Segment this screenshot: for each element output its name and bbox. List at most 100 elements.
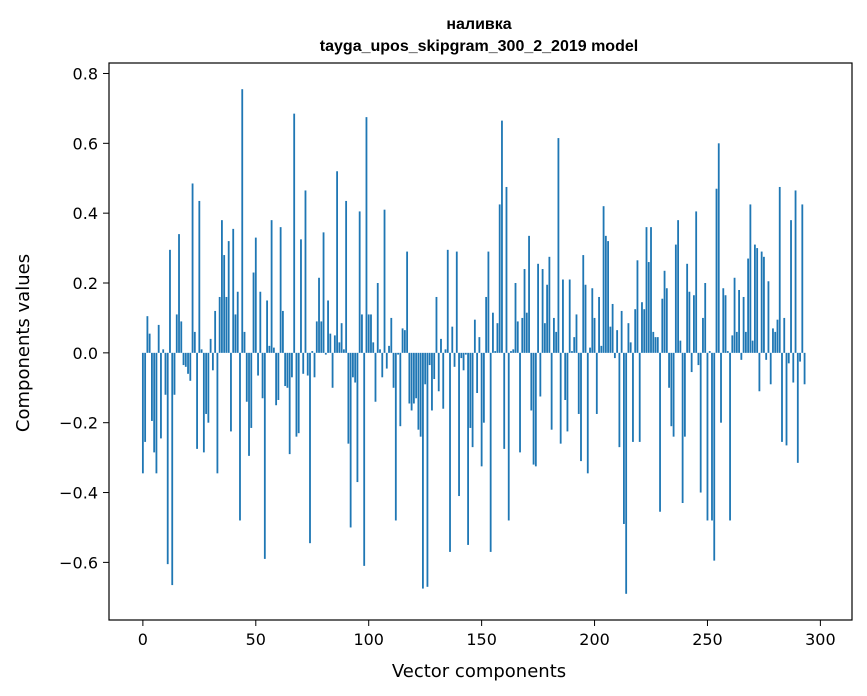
bar-255	[717, 143, 720, 353]
bar-35	[221, 220, 223, 353]
bar-252	[711, 352, 713, 521]
bar-77	[315, 321, 318, 353]
bar-183	[555, 331, 558, 353]
bar-175	[537, 263, 539, 353]
bar-74	[309, 352, 311, 544]
bar-181	[550, 352, 553, 430]
bar-261	[731, 335, 734, 353]
bar-274	[760, 251, 763, 353]
bar-118	[408, 352, 411, 404]
y-axis-label: Components values	[13, 254, 34, 432]
bar-286	[787, 352, 790, 364]
bar-75	[311, 351, 314, 353]
bar-96	[358, 211, 361, 353]
bar-42	[236, 291, 239, 353]
bar-221	[641, 302, 643, 353]
bar-207	[609, 326, 612, 353]
bar-131	[437, 352, 440, 392]
bar-288	[792, 352, 795, 383]
bar-180	[548, 256, 551, 353]
bar-275	[763, 256, 765, 353]
bar-4	[151, 352, 153, 421]
bar-222	[643, 309, 646, 353]
bar-153	[487, 251, 490, 353]
bar-281	[776, 319, 779, 353]
bar-12	[169, 249, 171, 353]
bar-280	[774, 331, 777, 353]
bar-49	[252, 272, 255, 353]
bar-117	[406, 251, 409, 353]
bar-246	[697, 352, 700, 366]
bar-53	[261, 352, 264, 399]
bar-176	[539, 352, 542, 397]
chart-title: наливка	[446, 16, 511, 33]
bar-114	[399, 352, 402, 427]
bar-148	[476, 352, 479, 394]
bar-167	[519, 352, 521, 453]
bar-137	[451, 326, 454, 353]
bar-188	[566, 352, 569, 432]
bar-121	[415, 352, 418, 399]
bar-62	[281, 310, 284, 353]
bar-11	[166, 352, 169, 565]
bar-283	[781, 352, 783, 442]
bar-161	[505, 186, 508, 353]
bar-185	[559, 352, 562, 444]
bars-group	[141, 89, 806, 594]
bar-89	[342, 349, 345, 353]
bar-151	[482, 352, 485, 423]
bar-70	[300, 239, 302, 353]
bar-91	[347, 352, 350, 444]
bar-227	[654, 337, 657, 353]
bar-129	[433, 352, 436, 380]
bar-217	[632, 352, 634, 442]
bar-76	[313, 352, 316, 378]
bar-282	[778, 186, 781, 353]
bar-7	[157, 324, 160, 353]
bar-170	[525, 312, 528, 353]
bar-157	[496, 323, 499, 353]
bar-5	[153, 352, 156, 453]
bar-130	[435, 296, 438, 353]
bar-226	[652, 331, 655, 353]
bar-266	[742, 296, 745, 353]
bar-68	[295, 352, 298, 437]
bar-36	[223, 255, 226, 353]
bar-14	[173, 352, 176, 395]
bar-182	[552, 317, 555, 353]
bar-27	[202, 352, 205, 453]
bar-34	[218, 296, 221, 353]
bar-285	[785, 352, 788, 446]
bar-128	[431, 352, 433, 411]
bar-268	[747, 258, 750, 353]
bar-26	[200, 349, 203, 353]
x-axis-ticks: 0 50 100 150 200 250 300	[138, 620, 836, 649]
bar-124	[422, 352, 424, 589]
y-tick-label: 0.0	[73, 344, 98, 363]
bar-211	[618, 352, 621, 448]
bar-57	[270, 220, 273, 353]
bar-136	[449, 352, 451, 552]
bar-147	[473, 319, 476, 353]
y-tick-label: −0.2	[59, 414, 98, 433]
bar-150	[480, 352, 483, 467]
bar-94	[354, 352, 357, 383]
bar-47	[248, 352, 250, 456]
bar-292	[801, 204, 804, 353]
bar-19	[184, 352, 187, 367]
bar-249	[704, 283, 707, 353]
bar-198	[589, 347, 591, 353]
x-tick-label: 100	[353, 630, 384, 649]
bar-258	[724, 295, 727, 353]
bar-78	[318, 277, 320, 353]
bar-48	[250, 352, 253, 428]
bar-293	[803, 352, 806, 385]
bar-60	[277, 352, 280, 400]
bar-230	[661, 298, 664, 353]
bar-273	[758, 352, 761, 392]
bar-262	[733, 277, 736, 353]
bar-241	[686, 263, 689, 353]
bar-88	[340, 323, 343, 353]
bar-155	[492, 312, 494, 353]
bar-276	[765, 352, 768, 360]
